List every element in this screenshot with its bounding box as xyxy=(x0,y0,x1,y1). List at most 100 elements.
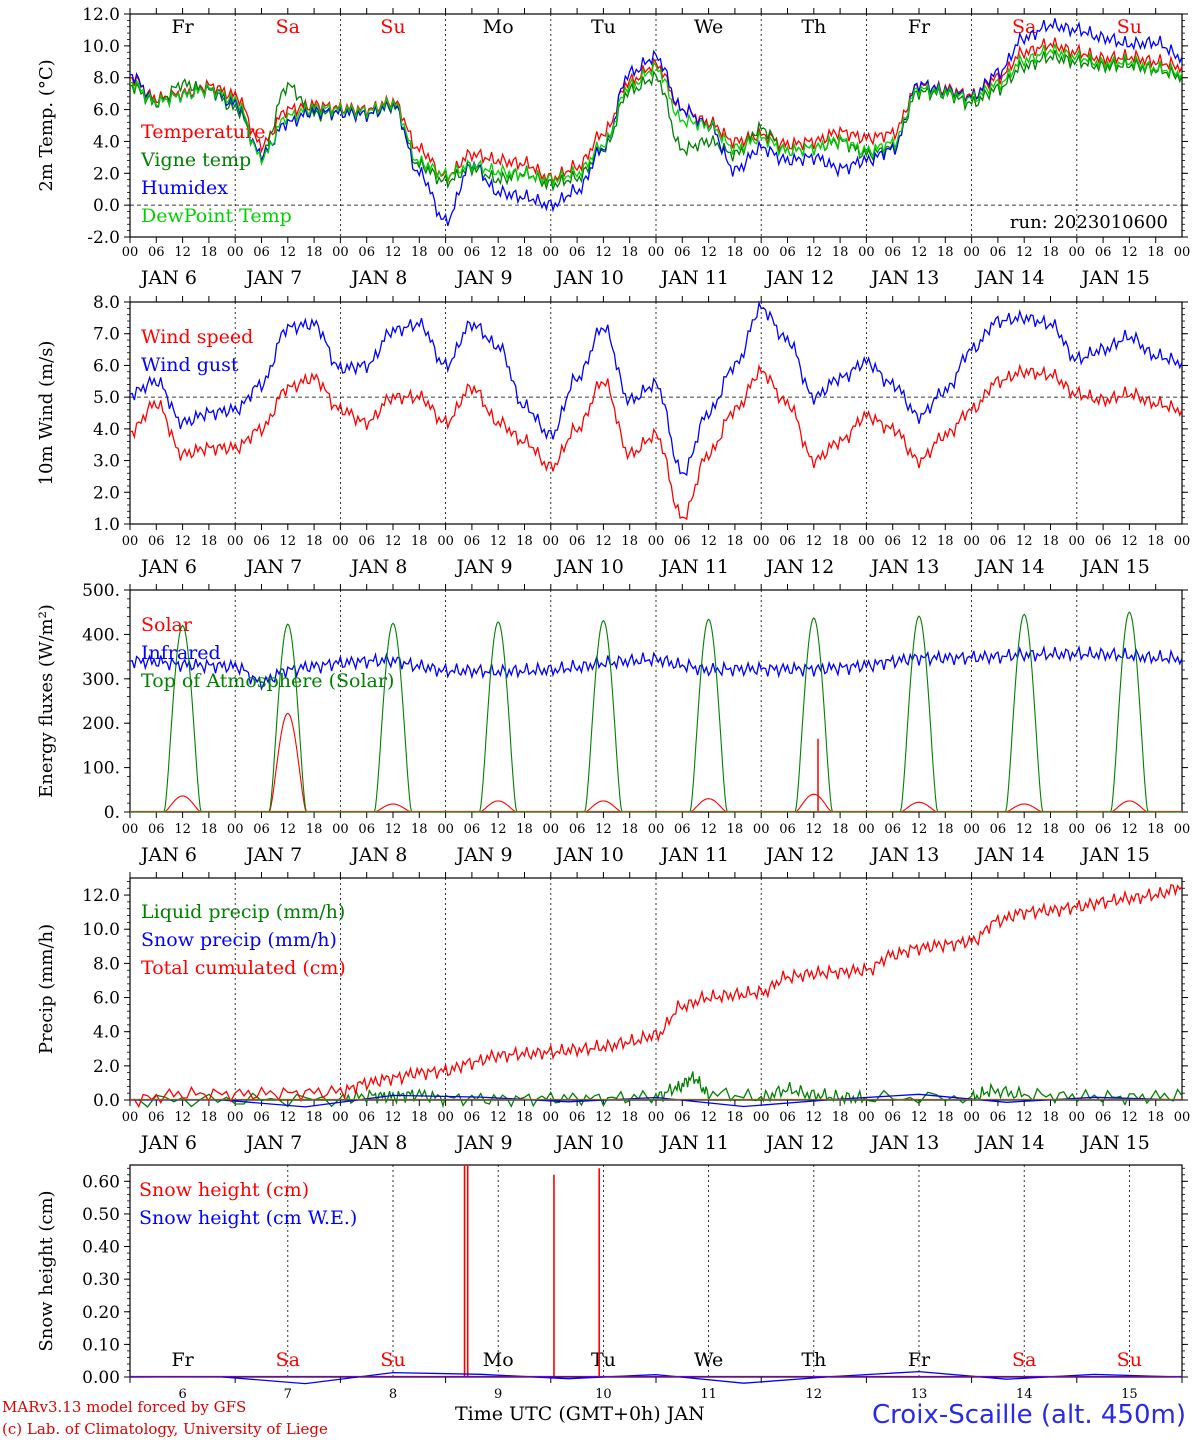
legend-entry: DewPoint Temp xyxy=(141,205,292,227)
y-tick-label: 6.0 xyxy=(93,356,120,376)
x-hour-label: 06 xyxy=(464,534,481,549)
series-line xyxy=(129,644,1183,691)
y-tick-label: 2.0 xyxy=(93,1057,120,1077)
x-date-label: JAN 7 xyxy=(244,844,302,866)
y-tick-label: 3.0 xyxy=(93,452,120,472)
x-date-label: JAN 6 xyxy=(139,844,197,866)
day-of-week-label: Su xyxy=(380,16,405,38)
day-of-week-label: Sa xyxy=(1012,16,1036,38)
x-hour-label: 18 xyxy=(411,822,428,837)
y-tick-label: 2.0 xyxy=(93,483,120,503)
x-date-label: 8 xyxy=(389,1387,397,1402)
x-hour-label: 18 xyxy=(1042,822,1059,837)
x-hour-label: 12 xyxy=(1121,822,1138,837)
x-hour-label: 18 xyxy=(621,822,638,837)
x-hour-label: 18 xyxy=(306,534,323,549)
x-hour-label: 06 xyxy=(1095,822,1112,837)
x-hour-label: 18 xyxy=(516,1110,533,1125)
x-hour-label: 12 xyxy=(700,245,717,260)
x-hour-label: 00 xyxy=(858,534,875,549)
x-date-label: JAN 8 xyxy=(349,556,407,578)
legend-entry: Snow height (cm W.E.) xyxy=(139,1207,357,1229)
x-date-label: JAN 6 xyxy=(139,1132,197,1154)
x-date-label: JAN 15 xyxy=(1080,1132,1150,1154)
x-date-label: 13 xyxy=(911,1387,928,1402)
x-hour-label: 06 xyxy=(148,822,165,837)
x-hour-label: 12 xyxy=(595,1110,612,1125)
x-hour-label: 00 xyxy=(437,822,454,837)
lab-credit-line: (c) Lab. of Climatology, University of L… xyxy=(2,1420,328,1438)
legend-entry: Wind gust xyxy=(141,354,239,376)
x-hour-label: 12 xyxy=(911,1110,928,1125)
x-hour-label: 06 xyxy=(674,1110,691,1125)
x-date-label: JAN 8 xyxy=(349,1132,407,1154)
x-date-label: JAN 14 xyxy=(974,267,1044,289)
x-hour-label: 00 xyxy=(332,822,349,837)
y-tick-label: 0.20 xyxy=(82,1303,120,1323)
x-hour-label: 06 xyxy=(884,1110,901,1125)
series-line xyxy=(129,49,1183,192)
x-date-label: JAN 13 xyxy=(869,556,939,578)
x-hour-label: 18 xyxy=(832,534,849,549)
x-hour-label: 00 xyxy=(753,245,770,260)
x-hour-label: 06 xyxy=(569,245,586,260)
x-hour-label: 06 xyxy=(253,822,270,837)
x-hour-label: 18 xyxy=(1147,822,1164,837)
x-hour-label: 06 xyxy=(464,822,481,837)
x-hour-label: 12 xyxy=(1016,822,1033,837)
y-tick-label: 0.10 xyxy=(82,1335,120,1355)
x-hour-label: 00 xyxy=(332,1110,349,1125)
y-tick-label: 100. xyxy=(82,759,120,779)
y-axis-label: Snow height (cm) xyxy=(36,1190,57,1351)
x-hour-label: 18 xyxy=(1147,534,1164,549)
x-hour-label: 00 xyxy=(1174,1110,1191,1125)
x-hour-label: 18 xyxy=(306,822,323,837)
x-date-label: JAN 9 xyxy=(454,844,512,866)
y-tick-label: 6.0 xyxy=(93,101,120,121)
x-hour-label: 00 xyxy=(122,822,139,837)
x-hour-label: 00 xyxy=(543,1110,560,1125)
x-hour-label: 18 xyxy=(1147,245,1164,260)
legend-entry: Temperature xyxy=(141,121,265,143)
legend-entry: Top of Atmosphere (Solar) xyxy=(141,670,394,692)
legend-entry: Humidex xyxy=(141,177,228,199)
x-date-label: 6 xyxy=(178,1387,186,1402)
x-hour-label: 06 xyxy=(884,822,901,837)
x-hour-label: 18 xyxy=(411,534,428,549)
x-date-label: JAN 13 xyxy=(869,844,939,866)
x-date-label: JAN 7 xyxy=(244,556,302,578)
x-hour-label: 00 xyxy=(858,1110,875,1125)
day-of-week-label: Tu xyxy=(591,1349,616,1371)
x-hour-label: 00 xyxy=(437,245,454,260)
x-hour-label: 18 xyxy=(727,1110,744,1125)
x-hour-label: 00 xyxy=(227,1110,244,1125)
x-date-label: JAN 13 xyxy=(869,1132,939,1154)
y-axis-label: 10m Wind (m/s) xyxy=(36,341,57,486)
legend-entry: Infrared xyxy=(141,642,221,664)
y-tick-label: 8.0 xyxy=(93,293,120,313)
x-date-label: 7 xyxy=(284,1387,292,1402)
day-of-week-label: Fr xyxy=(908,1349,931,1371)
x-hour-label: 00 xyxy=(1174,245,1191,260)
y-tick-label: 0.0 xyxy=(93,1091,120,1111)
y-tick-label: 7.0 xyxy=(93,325,120,345)
x-date-label: JAN 9 xyxy=(454,556,512,578)
x-hour-label: 18 xyxy=(201,245,218,260)
x-hour-label: 00 xyxy=(753,822,770,837)
x-date-label: JAN 6 xyxy=(139,267,197,289)
x-hour-label: 18 xyxy=(727,245,744,260)
x-date-label: JAN 8 xyxy=(349,267,407,289)
x-hour-label: 00 xyxy=(332,534,349,549)
x-hour-label: 06 xyxy=(1095,245,1112,260)
x-hour-label: 18 xyxy=(937,534,954,549)
x-hour-label: 12 xyxy=(1121,1110,1138,1125)
x-hour-label: 12 xyxy=(174,822,191,837)
x-hour-label: 00 xyxy=(122,1110,139,1125)
x-hour-label: 12 xyxy=(385,1110,402,1125)
x-hour-label: 00 xyxy=(1069,534,1086,549)
x-hour-label: 18 xyxy=(1042,1110,1059,1125)
day-of-week-label: We xyxy=(694,16,723,38)
x-hour-label: 12 xyxy=(1121,245,1138,260)
x-hour-label: 00 xyxy=(543,534,560,549)
y-tick-label: 0.30 xyxy=(82,1270,120,1290)
